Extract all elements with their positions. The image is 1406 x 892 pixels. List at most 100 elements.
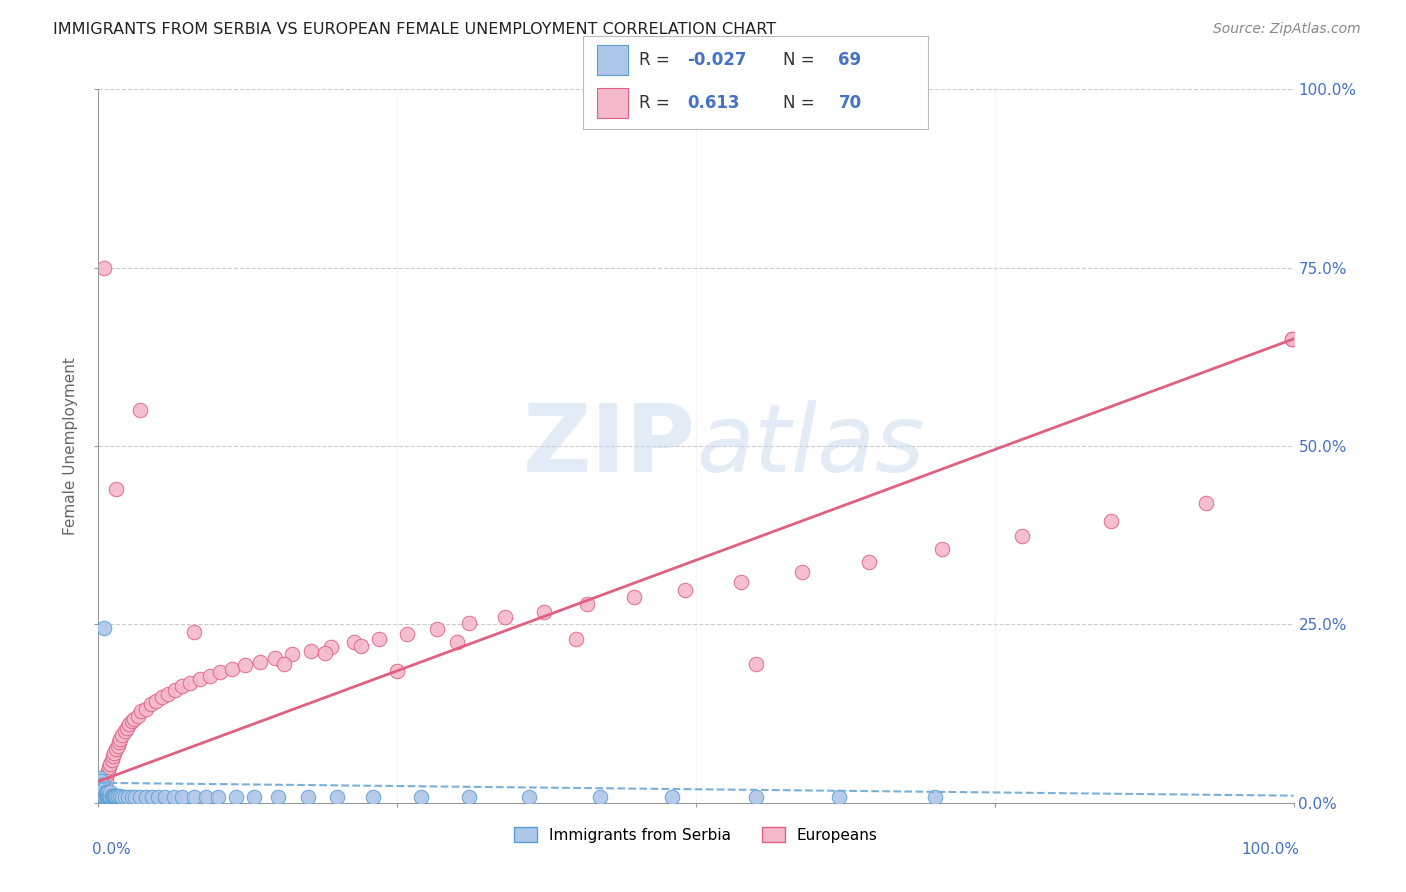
Point: [93, 789, 115, 803]
Point: [90, 785, 112, 799]
Point: [91, 781, 114, 796]
Point: [107, 789, 129, 803]
Point: [98, 789, 122, 803]
Point: [121, 714, 143, 728]
Point: [183, 624, 205, 639]
Point: [576, 598, 599, 612]
Point: [350, 639, 373, 653]
Point: [623, 591, 645, 605]
Point: [93, 621, 115, 635]
Point: [97, 785, 120, 799]
Point: [267, 790, 290, 805]
Text: ZIP: ZIP: [523, 400, 696, 492]
Point: [91, 785, 114, 799]
Point: [172, 790, 194, 805]
Point: [114, 724, 136, 739]
Text: 70: 70: [838, 95, 862, 112]
Point: [533, 605, 555, 619]
Point: [792, 566, 814, 580]
Point: [107, 735, 129, 749]
Point: [91, 789, 114, 803]
Point: [745, 657, 768, 671]
Point: [1195, 496, 1218, 510]
Point: [209, 665, 232, 680]
Point: [395, 626, 418, 640]
Point: [89, 781, 111, 796]
Point: [114, 790, 136, 805]
Point: [243, 790, 266, 805]
Point: [188, 673, 211, 687]
Point: [1011, 529, 1033, 543]
Text: R =: R =: [638, 51, 675, 69]
Point: [103, 746, 125, 760]
Point: [115, 721, 138, 735]
Point: [1099, 514, 1122, 528]
Point: [179, 676, 201, 690]
Point: [94, 785, 117, 799]
Point: [931, 542, 953, 557]
Text: R =: R =: [638, 95, 675, 112]
Point: [924, 790, 946, 805]
Point: [139, 698, 162, 712]
Point: [494, 610, 516, 624]
Point: [172, 680, 194, 694]
Point: [89, 785, 111, 799]
Point: [107, 739, 129, 753]
Point: [104, 789, 127, 803]
Point: [411, 790, 433, 805]
Point: [90, 781, 112, 796]
Point: [94, 774, 117, 789]
Point: [1281, 332, 1303, 346]
Point: [145, 694, 167, 708]
Point: [124, 790, 146, 805]
Point: [745, 790, 768, 805]
Point: [97, 789, 120, 803]
Point: [150, 690, 173, 705]
Point: [207, 790, 229, 805]
Point: [458, 790, 481, 805]
Bar: [598, 88, 628, 118]
Point: [89, 789, 111, 803]
Point: [98, 785, 122, 799]
Point: [103, 789, 125, 803]
Point: [90, 781, 112, 796]
Point: [93, 785, 115, 799]
Point: [96, 785, 118, 799]
Point: [124, 712, 146, 726]
Point: [828, 790, 851, 805]
Point: [1281, 332, 1303, 346]
Text: IMMIGRANTS FROM SERBIA VS EUROPEAN FEMALE UNEMPLOYMENT CORRELATION CHART: IMMIGRANTS FROM SERBIA VS EUROPEAN FEMAL…: [53, 22, 776, 37]
Point: [385, 664, 409, 678]
Point: [299, 644, 322, 658]
Point: [273, 657, 295, 671]
Point: [117, 790, 139, 805]
Point: [91, 789, 114, 803]
Point: [141, 790, 163, 805]
Point: [108, 731, 131, 746]
Point: [90, 789, 112, 803]
Point: [90, 774, 112, 789]
Point: [96, 767, 118, 781]
Point: [118, 717, 141, 731]
Point: [101, 789, 124, 803]
Point: [565, 632, 588, 646]
Point: [89, 774, 111, 789]
Point: [90, 778, 112, 792]
Point: [198, 669, 221, 683]
Point: [101, 749, 124, 764]
Point: [100, 753, 122, 767]
Point: [91, 774, 114, 789]
Point: [343, 635, 366, 649]
Point: [156, 687, 179, 701]
Point: [91, 778, 114, 792]
Point: [281, 648, 304, 662]
Point: [326, 790, 349, 805]
Text: -0.027: -0.027: [688, 51, 747, 69]
Point: [135, 701, 157, 715]
Point: [105, 789, 128, 803]
Point: [108, 789, 131, 803]
Point: [221, 662, 243, 676]
Point: [195, 790, 218, 805]
Point: [264, 651, 287, 665]
Text: atlas: atlas: [696, 401, 924, 491]
